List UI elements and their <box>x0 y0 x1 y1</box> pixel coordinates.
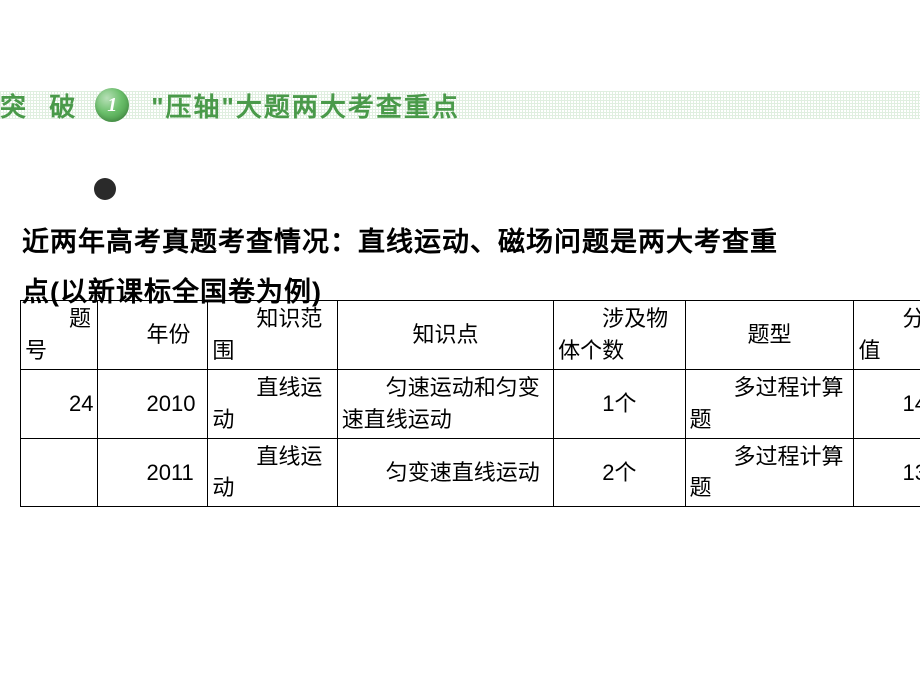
cell-count: 2个 <box>554 438 685 507</box>
section-header: 突 破 1 "压轴"大题两大考查重点 <box>0 85 920 125</box>
exam-table: 题号 年份 知识范围 知识点 涉及物体个数 题型 分值 24 2010 直线运动… <box>20 300 920 507</box>
cell-point: 匀变速直线运动 <box>337 438 553 507</box>
cell-year: 2011 <box>98 438 208 507</box>
cell-score: 14 <box>854 369 920 438</box>
subtitle-line-1: 近两年高考真题考查情况：直线运动、磁场问题是两大考查重 <box>22 227 778 257</box>
cell-index <box>21 438 98 507</box>
table-row: 24 2010 直线运动 匀速运动和匀变速直线运动 1个 多过程计算题 14 <box>21 369 920 438</box>
cell-count: 1个 <box>554 369 685 438</box>
col-score: 分值 <box>854 301 920 370</box>
bullet-icon <box>94 178 116 200</box>
cell-year: 2010 <box>98 369 208 438</box>
col-index: 题号 <box>21 301 98 370</box>
cell-index: 24 <box>21 369 98 438</box>
section-number-badge: 1 <box>95 88 129 122</box>
col-year: 年份 <box>98 301 208 370</box>
cell-type: 多过程计算题 <box>685 369 854 438</box>
table-row: 2011 直线运动 匀变速直线运动 2个 多过程计算题 13 <box>21 438 920 507</box>
col-scope: 知识范围 <box>208 301 337 370</box>
cell-point: 匀速运动和匀变速直线运动 <box>337 369 553 438</box>
cell-score: 13 <box>854 438 920 507</box>
breakthrough-label: 突 破 <box>0 87 83 124</box>
table-header-row: 题号 年份 知识范围 知识点 涉及物体个数 题型 分值 <box>21 301 920 370</box>
cell-type: 多过程计算题 <box>685 438 854 507</box>
cell-scope: 直线运动 <box>208 369 337 438</box>
col-type: 题型 <box>685 301 854 370</box>
section-number: 1 <box>107 94 117 117</box>
col-count: 涉及物体个数 <box>554 301 685 370</box>
col-point: 知识点 <box>337 301 553 370</box>
section-title: "压轴"大题两大考查重点 <box>151 87 460 124</box>
cell-scope: 直线运动 <box>208 438 337 507</box>
